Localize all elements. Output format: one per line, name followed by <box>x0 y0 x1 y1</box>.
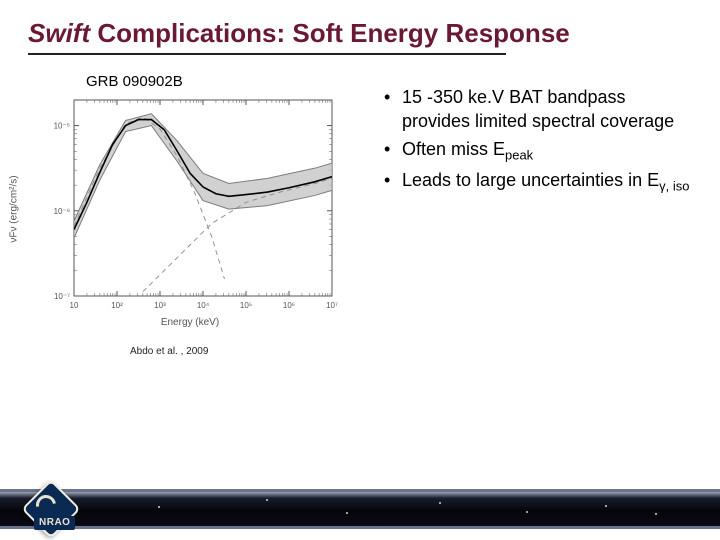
title-rest: Complications: Soft Energy Response <box>90 18 570 48</box>
title-area: Swift Complications: Soft Energy Respons… <box>0 0 720 55</box>
bullet-subscript: peak <box>505 148 533 163</box>
nrao-logo: NRAO <box>30 482 96 532</box>
svg-text:10⁶: 10⁶ <box>283 301 295 310</box>
bullet-subscript: γ, iso <box>659 179 689 194</box>
chart: νFν (erg/cm²/s) 1010²10³10⁴10⁵10⁶10⁷10⁻⁷… <box>40 94 340 324</box>
chart-column: GRB 090902B νFν (erg/cm²/s) 1010²10³10⁴1… <box>40 73 370 357</box>
logo-text: NRAO <box>34 516 75 530</box>
content-row: GRB 090902B νFν (erg/cm²/s) 1010²10³10⁴1… <box>0 55 720 357</box>
chart-caption: Abdo et al. , 2009 <box>130 346 370 357</box>
slide: Swift Complications: Soft Energy Respons… <box>0 0 720 540</box>
svg-text:10⁻⁷: 10⁻⁷ <box>54 292 70 301</box>
slide-title: Swift Complications: Soft Energy Respons… <box>28 18 692 49</box>
bullet-list: 15 -350 ke.V BAT bandpass provides limit… <box>382 85 696 196</box>
svg-text:10⁵: 10⁵ <box>240 301 252 310</box>
bullet-item: 15 -350 ke.V BAT bandpass provides limit… <box>382 85 696 134</box>
svg-text:10: 10 <box>70 301 79 310</box>
footer: NRAO <box>0 478 720 540</box>
bullet-text: Often miss E <box>402 139 505 159</box>
title-swift: Swift <box>28 18 90 48</box>
chart-svg: 10 10² 10³ 10⁴ 10⁵ 10⁶ 10⁷ 10⁻⁷ 10⁻⁶ 10⁻⁵ <box>40 94 340 324</box>
bullet-column: 15 -350 ke.V BAT bandpass provides limit… <box>382 73 696 357</box>
svg-text:10⁻⁵: 10⁻⁵ <box>54 121 70 130</box>
chart-xlabel: Energy (keV) <box>161 317 219 328</box>
bullet-item: Leads to large uncertainties in Eγ, iso <box>382 168 696 195</box>
bullet-text: Leads to large uncertainties in E <box>402 170 659 190</box>
svg-text:10⁷: 10⁷ <box>326 301 338 310</box>
svg-text:10⁻⁶: 10⁻⁶ <box>54 206 70 215</box>
svg-text:10⁴: 10⁴ <box>197 301 210 310</box>
chart-title: GRB 090902B <box>86 73 370 90</box>
svg-text:10²: 10² <box>111 301 123 310</box>
bullet-item: Often miss Epeak <box>382 137 696 164</box>
footer-band <box>0 492 720 526</box>
svg-text:10³: 10³ <box>154 301 166 310</box>
chart-ylabel: νFν (erg/cm²/s) <box>9 175 20 242</box>
